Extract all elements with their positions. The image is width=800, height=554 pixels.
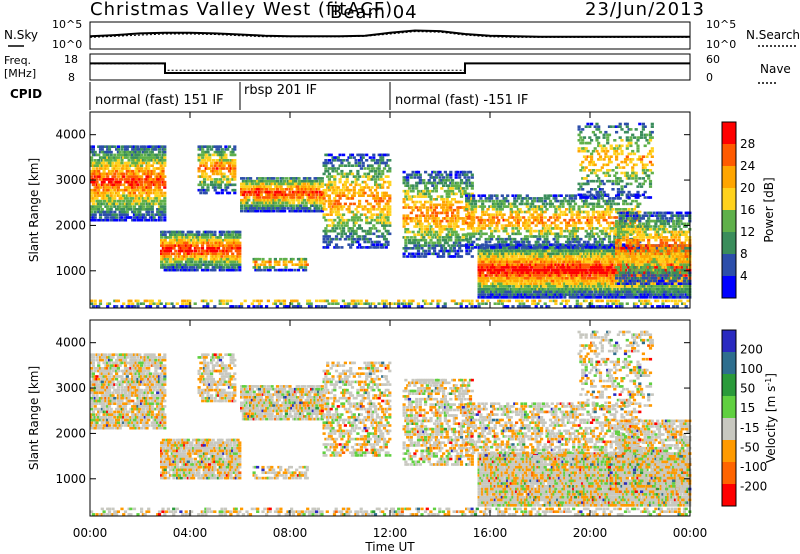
beam-title: Beam 04	[330, 2, 418, 23]
velocity-ylabel: Slant Range [km]	[27, 366, 41, 470]
cpid-mode-1: normal (fast) 151 IF	[95, 93, 224, 108]
power-cells	[90, 122, 692, 308]
y-tick-label: 3000	[55, 381, 86, 395]
freq-tick-top: 18	[64, 53, 78, 66]
y-tick-label: 4000	[55, 336, 86, 350]
velocity-colorbar: 200 100 50 15 -15 -50 -100 -200	[721, 329, 767, 507]
nsearch-tick-top: 10^5	[706, 18, 736, 31]
cpid-mode-3: normal (fast) -151 IF	[395, 93, 528, 108]
x-tick-label: 00:00	[73, 526, 108, 540]
date-title: 23/Jun/2013	[585, 0, 705, 20]
colorbar-tick-label: -200	[740, 479, 767, 493]
nsky-series	[89, 29, 690, 38]
y-tick-label: 2000	[55, 426, 86, 440]
nsearch-label: N.Search	[746, 28, 800, 42]
power-y-ticks: 1000 2000 3000 4000	[55, 128, 690, 278]
colorbar-tick-label: 4	[740, 269, 748, 283]
y-tick-label: 3000	[55, 173, 86, 187]
colorbar-swatch	[722, 276, 736, 298]
nsky-tick-bottom: 10^0	[52, 38, 82, 51]
velocity-cells	[90, 330, 692, 516]
y-tick-label: 1000	[55, 472, 86, 486]
colorbar-tick-label: 200	[740, 343, 763, 357]
nsky-tick-top: 10^5	[52, 18, 82, 31]
colorbar-tick-label: 12	[740, 225, 755, 239]
colorbar-swatch	[722, 484, 736, 506]
y-tick-label: 4000	[55, 128, 86, 142]
x-tick-label: 00:00	[673, 526, 708, 540]
colorbar-tick-label: 16	[740, 203, 755, 217]
freq-tick-bottom: 8	[68, 71, 75, 84]
colorbar-swatch	[722, 144, 736, 166]
colorbar-swatch	[722, 396, 736, 418]
colorbar-swatch	[722, 374, 736, 396]
freq-panel: Freq. [MHz] 18 8 60 0 Nave	[4, 53, 791, 84]
colorbar-tick-label: 24	[740, 159, 755, 173]
colorbar-swatch	[722, 462, 736, 484]
power-colorbar: 28 24 20 16 12 8 4	[721, 121, 755, 299]
colorbar-swatch	[722, 210, 736, 232]
cpid-mode-2: rbsp 201 IF	[244, 83, 317, 98]
velocity-panel: 1000 2000 3000 4000 Slant Range [km] 200 100…	[27, 319, 779, 517]
x-tick-label: 04:00	[173, 526, 208, 540]
nsky-label: N.Sky	[4, 28, 38, 42]
cpid-label: CPID	[10, 87, 42, 101]
colorbar-tick-label: 15	[740, 401, 755, 415]
colorbar-swatch	[722, 166, 736, 188]
x-tick-label: 16:00	[473, 526, 508, 540]
colorbar-swatch	[722, 352, 736, 374]
x-tick-label: 12:00	[373, 526, 408, 540]
nsky-panel: N.Sky 10^5 10^0 10^5 10^0 N.Search	[4, 18, 800, 51]
power-ylabel: Slant Range [km]	[27, 158, 41, 262]
x-tick-label: 20:00	[573, 526, 608, 540]
velocity-cbar-label: Velocity [m s-1]	[764, 373, 779, 463]
colorbar-tick-label: 100	[740, 362, 763, 376]
nsky-lines	[89, 29, 690, 38]
colorbar-tick-label: -50	[740, 440, 760, 454]
colorbar-tick-label: 20	[740, 181, 755, 195]
colorbar-swatch	[722, 188, 736, 210]
colorbar-swatch	[722, 122, 736, 144]
nave-tick-bottom: 0	[706, 71, 713, 84]
x-tick-label: 08:00	[273, 526, 308, 540]
freq-lines	[90, 62, 690, 74]
colorbar-swatch	[722, 440, 736, 462]
y-tick-label: 1000	[55, 264, 86, 278]
power-panel: 1000 2000 3000 4000 Slant Range [km] 28 24 20…	[27, 111, 776, 309]
nsearch-series	[89, 31, 690, 38]
colorbar-swatch	[722, 254, 736, 276]
time-axis-label: Time UT	[364, 540, 415, 554]
freq-series	[90, 62, 690, 74]
colorbar-swatch	[722, 418, 736, 440]
velocity-y-ticks: 1000 2000 3000 4000	[55, 336, 690, 486]
freq-label: Freq.	[4, 54, 31, 67]
nave-tick-top: 60	[706, 53, 720, 66]
freq-unit: [MHz]	[4, 67, 36, 80]
colorbar-swatch	[722, 232, 736, 254]
colorbar-tick-label: 28	[740, 137, 755, 151]
colorbar-swatch	[722, 330, 736, 352]
colorbar-tick-label: 50	[740, 382, 755, 396]
station-title: Christmas Valley West (fitACF)	[90, 0, 393, 20]
y-tick-label: 2000	[55, 218, 86, 232]
colorbar-tick-label: -100	[740, 460, 767, 474]
cpid-panel: CPID normal (fast) 151 IF rbsp 201 IF no…	[10, 82, 528, 110]
colorbar-tick-label: 8	[740, 247, 748, 261]
colorbar-tick-label: -15	[740, 421, 760, 435]
nave-label: Nave	[760, 62, 791, 76]
time-axis-ticks: 00:00 04:00 08:00 12:00 16:00 20:00 00:00	[73, 112, 708, 540]
power-cbar-label: Power [dB]	[762, 177, 776, 242]
nsearch-tick-bottom: 10^0	[706, 38, 736, 51]
